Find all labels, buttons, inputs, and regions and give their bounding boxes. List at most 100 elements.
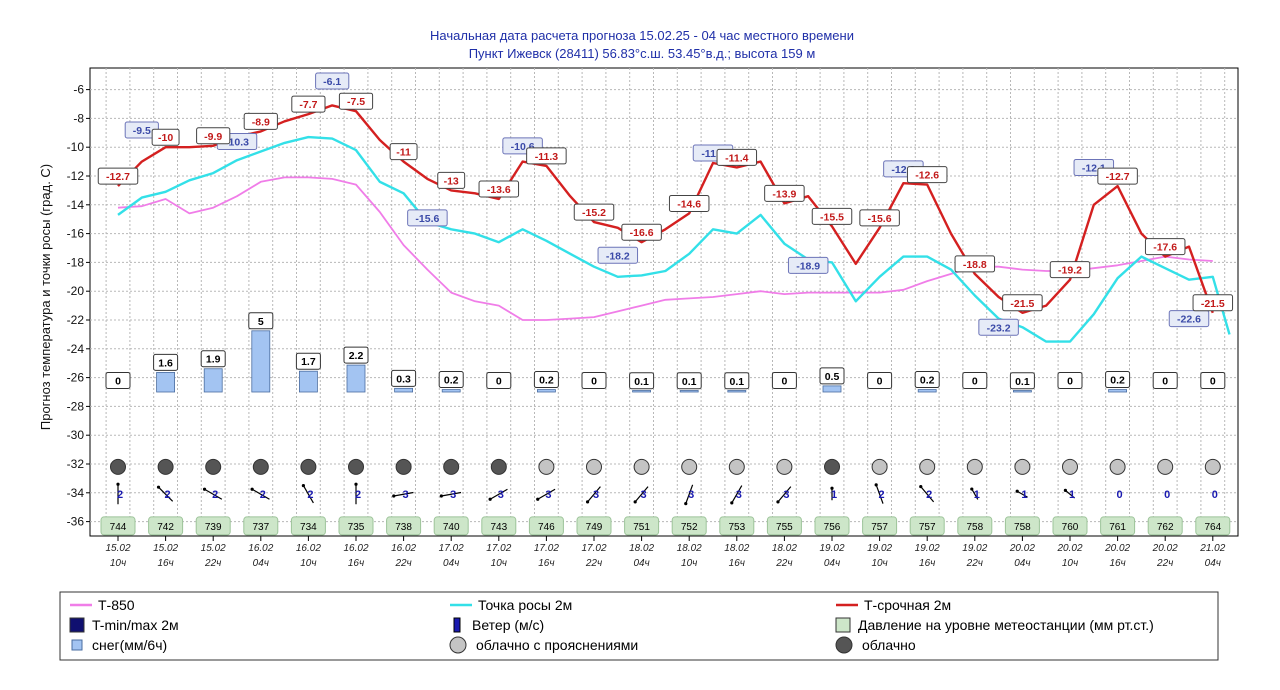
snow-label-box xyxy=(1057,371,1083,389)
pressure-box xyxy=(671,516,707,536)
temperature-label-box xyxy=(811,207,853,225)
temperature-label: -13.9 xyxy=(772,188,796,200)
snow-label-box xyxy=(914,371,940,389)
snow-bar xyxy=(727,390,747,393)
dew-extreme-label-box xyxy=(1168,310,1210,328)
snow-bar xyxy=(1013,390,1032,393)
snow-label-box xyxy=(1152,371,1178,389)
snow-label-box xyxy=(200,350,226,368)
series-line xyxy=(117,135,1231,343)
x-tick-date: 15.02 xyxy=(153,543,178,554)
pressure-box xyxy=(814,516,850,536)
snow-value-label: 0 xyxy=(1210,375,1216,387)
snow-label-box xyxy=(343,346,369,364)
snow-label-box xyxy=(629,372,655,390)
snow-label-box xyxy=(486,371,512,389)
x-tick-date: 17.02 xyxy=(534,543,559,554)
wind-arrow-head xyxy=(730,501,734,505)
pressure-value: 757 xyxy=(919,522,936,533)
x-tick-hour: 04ч xyxy=(633,558,649,569)
temperature-label: -12.7 xyxy=(106,171,130,183)
pressure-box xyxy=(195,516,231,536)
pressure-value: 737 xyxy=(252,522,269,533)
temperature-label: -7.7 xyxy=(299,99,317,111)
snow-label-box xyxy=(581,371,607,389)
snow-value-label: 0.5 xyxy=(825,371,840,383)
wind-arrow xyxy=(685,484,694,504)
x-tick-date: 19.02 xyxy=(867,543,892,554)
chart-title: Начальная дата расчета прогноза 15.02.25… xyxy=(430,28,854,43)
snow-bars: 0 1.6 1.9 5 1.7 2.2 0.3 0.2 0 0.2 0 0.1 0.1 0.1 0 0.5 0 0… xyxy=(105,312,1226,393)
temperature-label-box xyxy=(954,255,996,273)
cloud-icon xyxy=(966,458,983,475)
value-labels: -9.5-10.3-6.1-15.6-10.6-18.2-11.1-18.9-1… xyxy=(97,72,1234,336)
x-tick-date: 16.02 xyxy=(391,543,416,554)
x-tick-date: 18.02 xyxy=(677,543,702,554)
snow-value-label: 0.2 xyxy=(1110,375,1125,387)
snow-bar xyxy=(441,389,461,393)
pressure-box xyxy=(433,516,469,536)
wind-arrow-head xyxy=(1063,488,1068,492)
dew-extreme-label-box xyxy=(315,72,350,90)
pressure-value: 752 xyxy=(681,522,698,533)
wind-arrow-head xyxy=(633,500,637,504)
pressure-value: 762 xyxy=(1157,522,1174,533)
snow-value-label: 1.9 xyxy=(206,354,221,366)
snow-label-box xyxy=(1009,372,1035,390)
legend-tminmax-swatch xyxy=(69,617,85,633)
snow-label-box xyxy=(867,371,893,389)
wind-arrow xyxy=(777,486,792,503)
pressure-value: 749 xyxy=(586,522,603,533)
x-tick-date: 19.02 xyxy=(819,543,844,554)
temperature-label-box xyxy=(389,143,418,161)
pressure-box xyxy=(148,516,184,536)
legend-wind-swatch xyxy=(453,617,461,633)
snow-bar xyxy=(298,370,318,393)
snow-value-label: 0.1 xyxy=(634,376,649,388)
wind-speed-label: 2 xyxy=(165,489,171,501)
snow-bar xyxy=(537,389,556,393)
x-tick-date: 19.02 xyxy=(962,543,987,554)
pressure-box xyxy=(338,516,374,536)
wind-speed-label: 3 xyxy=(736,489,742,501)
snow-value-label: 0 xyxy=(781,375,787,387)
x-tick-hour: 22ч xyxy=(1156,558,1173,569)
wind-speed-label: 3 xyxy=(688,489,694,501)
wind-arrow-head xyxy=(250,487,254,491)
x-tick-hour: 04ч xyxy=(1014,558,1030,569)
wind-row: 2 2 2 2 2 2 3 3 3 3 3 3 3 3 3 1 2 2 1 1 1 0 0 0 xyxy=(116,482,1218,506)
wind-arrow xyxy=(1016,490,1028,498)
snow-label-box xyxy=(819,367,845,385)
snow-bar xyxy=(203,368,223,393)
y-tick-label: -20 xyxy=(67,284,85,298)
wind-arrow-head xyxy=(354,482,358,486)
temperature-label: -16.6 xyxy=(630,227,654,239)
pressure-value: 760 xyxy=(1062,522,1079,533)
legend-tminmax-label: T-min/max 2м xyxy=(92,617,179,633)
cloud-row xyxy=(110,458,1221,475)
temperature-label-box xyxy=(859,209,900,227)
pressure-value: 761 xyxy=(1109,522,1126,533)
y-tick-label: -8 xyxy=(73,111,84,125)
y-tick-label: -24 xyxy=(67,342,85,356)
x-tick-hour: 10ч xyxy=(110,558,126,569)
pressure-value: 743 xyxy=(490,522,507,533)
pressure-row: 744 742 739 737 734 735 738 740 743 746 749 751 752 7… xyxy=(100,516,1231,536)
pressure-value: 738 xyxy=(395,522,412,533)
dew-extreme-label: -18.9 xyxy=(796,260,820,272)
wind-speed-label: 2 xyxy=(212,489,218,501)
snow-bar xyxy=(632,390,651,393)
x-tick-date: 20.02 xyxy=(1152,543,1178,554)
cloud-icon xyxy=(1109,458,1126,475)
wind-arrow xyxy=(537,488,556,500)
snow-label-box xyxy=(771,371,797,389)
dew-extreme-label: -18.2 xyxy=(606,250,630,262)
temperature-label: -12.6 xyxy=(915,170,939,182)
x-ticks: 15.02 10ч 15.02 16ч 15.02 22ч 16.02 04ч 16.02 10ч… xyxy=(105,536,1226,569)
wind-arrow xyxy=(302,485,314,504)
pressure-box xyxy=(766,516,802,536)
legend-partly-swatch xyxy=(449,636,467,654)
wind-arrow-head xyxy=(684,502,688,506)
legend-box xyxy=(59,591,1219,661)
wind-speed-label: 1 xyxy=(1021,489,1027,501)
